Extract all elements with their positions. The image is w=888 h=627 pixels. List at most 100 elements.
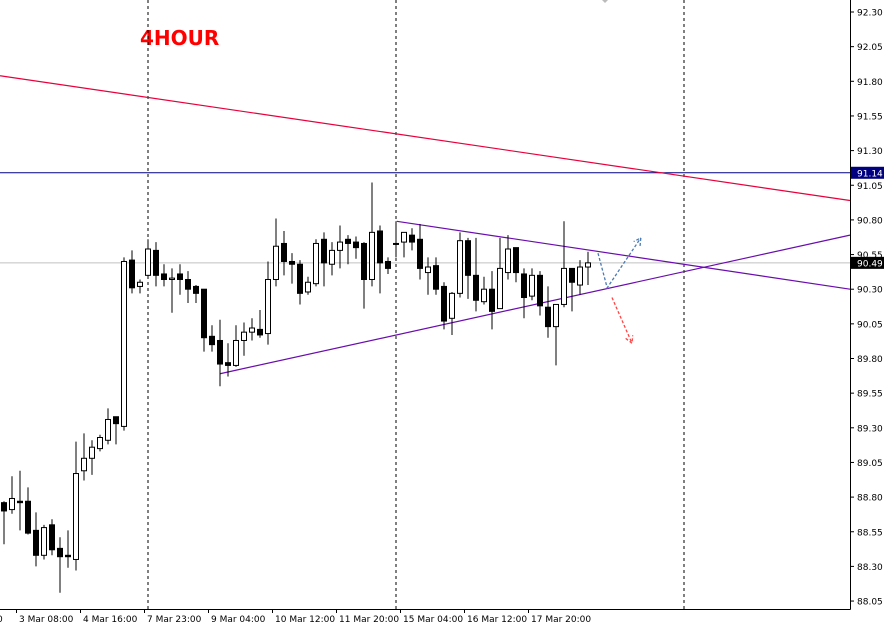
candle-body-bullish (329, 249, 335, 265)
candle-body-bearish (209, 335, 215, 346)
candle-body-bullish (393, 242, 399, 245)
candle-body-bearish (217, 339, 223, 365)
candle (497, 237, 503, 310)
candle-body-bullish (481, 288, 487, 303)
candle (257, 309, 263, 338)
y-tick-label: 91.55 (857, 112, 883, 122)
candle-body-bullish (41, 527, 47, 556)
candle-body-bullish (137, 281, 143, 287)
projection-arrow[interactable] (597, 237, 642, 290)
candle (505, 235, 511, 280)
candle-body-bearish (465, 240, 471, 276)
candle (265, 261, 271, 345)
candle-body-bearish (537, 274, 543, 307)
projection-arrow[interactable] (611, 297, 633, 344)
candle (329, 242, 335, 276)
candle (449, 291, 455, 335)
candle (361, 242, 367, 309)
candle-body-bearish (297, 263, 303, 294)
candle (241, 322, 247, 356)
candle-body-bearish (17, 500, 23, 504)
candle (25, 487, 31, 535)
candle (217, 319, 223, 387)
candle (353, 236, 359, 259)
trendline[interactable] (396, 220, 851, 290)
candle (41, 524, 47, 560)
candle-body-bearish (353, 241, 359, 249)
candle (569, 267, 575, 312)
candle (73, 441, 79, 571)
candle-body-bearish (345, 238, 351, 244)
candle-body-bearish (185, 278, 191, 290)
candle-body-bearish (1, 502, 7, 512)
x-tick-label: 9 Mar 04:00 (211, 615, 266, 625)
price-label: 91.14 (857, 169, 883, 179)
candle (209, 325, 215, 352)
candle-body-bearish (201, 288, 207, 339)
candle-body-bearish (161, 273, 167, 280)
candle (321, 232, 327, 287)
candle (249, 318, 255, 341)
candle (129, 250, 135, 294)
candle-body-bullish (241, 331, 247, 341)
price-label: 90.49 (857, 259, 883, 269)
candle (585, 251, 591, 286)
trendline[interactable] (219, 234, 851, 375)
candle-body-bearish (193, 285, 199, 294)
x-tick-label: 16 Mar 12:00 (467, 615, 527, 625)
candle-body-bearish (153, 249, 159, 276)
candle-body-bearish (361, 242, 367, 280)
candle-body-bullish (505, 248, 511, 274)
candle-body-bullish (273, 245, 279, 280)
candle (393, 221, 399, 258)
candle (1, 501, 7, 545)
candle (529, 268, 535, 301)
x-tick-label: 4 Mar 16:00 (83, 615, 138, 625)
candle-body-bearish (545, 306, 551, 328)
candle-body-bullish (457, 240, 463, 294)
x-tick-label: 17 Mar 20:00 (531, 615, 591, 625)
candle (145, 239, 151, 279)
candle (153, 242, 159, 287)
candle (561, 221, 567, 308)
candle-body-bullish (73, 473, 79, 560)
trendline[interactable] (0, 75, 851, 202)
candle-body-bullish (337, 241, 343, 251)
x-tick-label: 3 Mar 08:00 (19, 615, 74, 625)
candle (137, 279, 143, 294)
x-tick-label: 0 (0, 615, 3, 625)
candle-body-bullish (249, 327, 255, 333)
candle-body-bullish (97, 437, 103, 450)
candle (169, 268, 175, 313)
x-tick-label: 7 Mar 23:00 (147, 615, 202, 625)
candle (545, 286, 551, 338)
candle (161, 264, 167, 287)
candle (313, 239, 319, 287)
x-tick-label: 15 Mar 04:00 (403, 615, 463, 625)
candle (553, 303, 559, 366)
candle (113, 416, 119, 445)
candle-body-bearish (385, 260, 391, 269)
candle-body-bearish (225, 362, 231, 366)
y-tick-label: 91.30 (857, 147, 883, 157)
candle-body-bearish (177, 273, 183, 280)
candle (577, 260, 583, 295)
candle-body-bearish (473, 274, 479, 301)
candle (105, 408, 111, 445)
candle-body-bullish (449, 292, 455, 319)
candle (457, 232, 463, 298)
candle-body-bullish (425, 266, 431, 274)
y-tick-label: 90.30 (857, 286, 883, 296)
candle (385, 257, 391, 274)
candle (345, 235, 351, 265)
candle-body-bullish (233, 339, 239, 366)
candle (369, 182, 375, 287)
candle-body-bearish (57, 547, 63, 558)
candle (225, 343, 231, 377)
arrow-head-icon (633, 236, 642, 246)
candle-body-bearish (113, 416, 119, 425)
y-tick-label: 88.30 (857, 563, 883, 573)
candle-body-bearish (417, 238, 423, 269)
candle-body-bearish (129, 259, 135, 289)
